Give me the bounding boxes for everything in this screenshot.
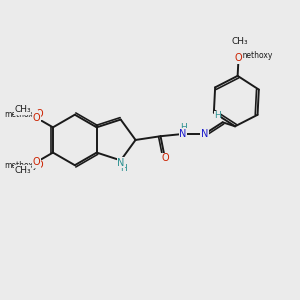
Text: N: N (179, 129, 187, 139)
Text: O: O (33, 113, 41, 123)
Text: methoxy: methoxy (4, 110, 38, 119)
Text: CH₃: CH₃ (14, 105, 31, 114)
Text: O: O (35, 110, 43, 119)
Text: CH₃: CH₃ (14, 166, 31, 175)
Text: N: N (117, 158, 124, 168)
Text: CH₃: CH₃ (231, 37, 248, 46)
Text: O: O (33, 157, 41, 167)
Text: H: H (214, 112, 221, 121)
Text: O: O (235, 53, 242, 63)
Text: H: H (120, 164, 126, 173)
Text: N: N (201, 129, 208, 139)
Text: methoxy: methoxy (4, 161, 38, 170)
Text: O: O (35, 160, 43, 170)
Text: O: O (241, 50, 249, 60)
Text: methoxy: methoxy (240, 51, 273, 60)
Text: O: O (162, 153, 169, 163)
Text: H: H (180, 123, 187, 132)
